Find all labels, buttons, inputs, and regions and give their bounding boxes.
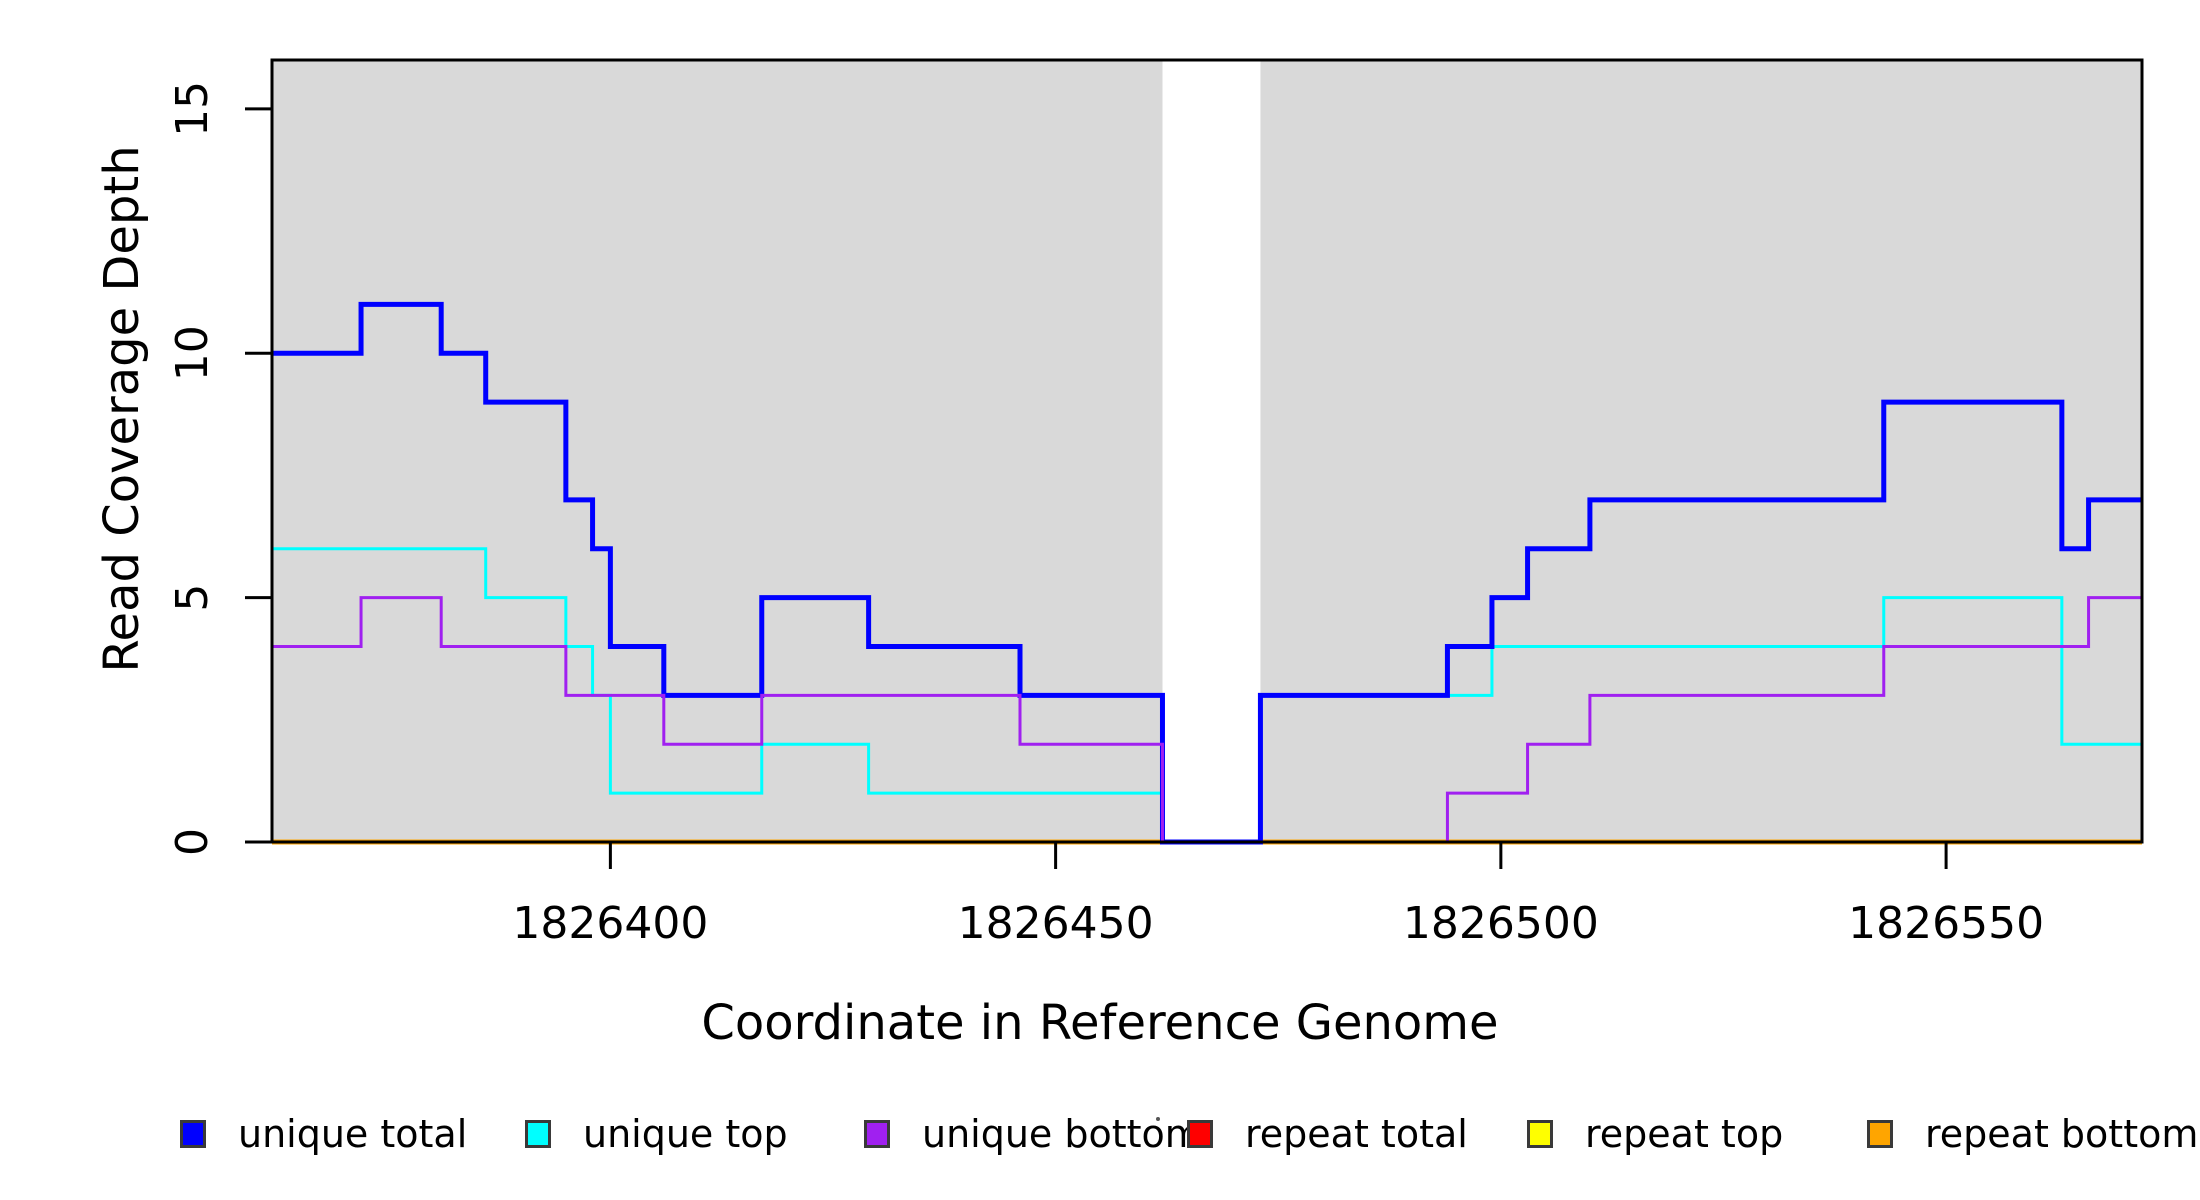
shaded-region-left-alignment-block	[272, 60, 1163, 842]
series-line-unique-bottom	[272, 596, 2142, 844]
repeat-top-swatch-icon	[1527, 1120, 1553, 1148]
legend-label: unique total	[238, 1112, 468, 1156]
y-axis-title: Read Coverage Depth	[94, 145, 150, 673]
legend-item-unique-total: unique total	[180, 1112, 467, 1156]
unique-bottom-swatch-icon	[864, 1120, 890, 1148]
legend: unique total unique top unique bottom re…	[0, 1112, 2200, 1162]
unique-total-swatch-icon	[180, 1120, 206, 1148]
y-tick-label: 0	[167, 828, 218, 856]
series-line-unique-top	[272, 547, 2142, 844]
repeat-total-swatch-icon	[1187, 1120, 1213, 1148]
stray-mark	[1156, 1117, 1160, 1121]
y-tick-label: 5	[167, 584, 218, 612]
x-tick-label: 1826450	[958, 898, 1154, 949]
legend-item-unique-top: unique top	[525, 1112, 788, 1156]
unique-top-swatch-icon	[525, 1120, 551, 1148]
shaded-region-right-alignment-block	[1260, 60, 2142, 842]
series-line-unique-total	[272, 301, 2142, 845]
legend-item-repeat-bottom: repeat bottom	[1867, 1112, 2198, 1156]
x-tick-label: 1826550	[1848, 898, 2044, 949]
x-tick-label: 1826500	[1403, 898, 1599, 949]
legend-label: unique bottom	[922, 1112, 1202, 1156]
legend-item-repeat-top: repeat top	[1527, 1112, 1783, 1156]
x-tick-label: 1826400	[512, 898, 708, 949]
legend-item-unique-bottom: unique bottom	[864, 1112, 1202, 1156]
legend-label: repeat top	[1585, 1112, 1784, 1156]
legend-label: repeat bottom	[1925, 1112, 2199, 1156]
x-axis-title: Coordinate in Reference Genome	[701, 995, 1499, 1051]
plot-frame	[270, 58, 2144, 844]
y-tick-label: 15	[167, 81, 218, 137]
legend-label: repeat total	[1245, 1112, 1468, 1156]
y-tick-label: 10	[167, 325, 218, 381]
repeat-bottom-swatch-icon	[1867, 1120, 1893, 1148]
legend-item-repeat-total: repeat total	[1187, 1112, 1468, 1156]
legend-label: unique top	[583, 1112, 788, 1156]
